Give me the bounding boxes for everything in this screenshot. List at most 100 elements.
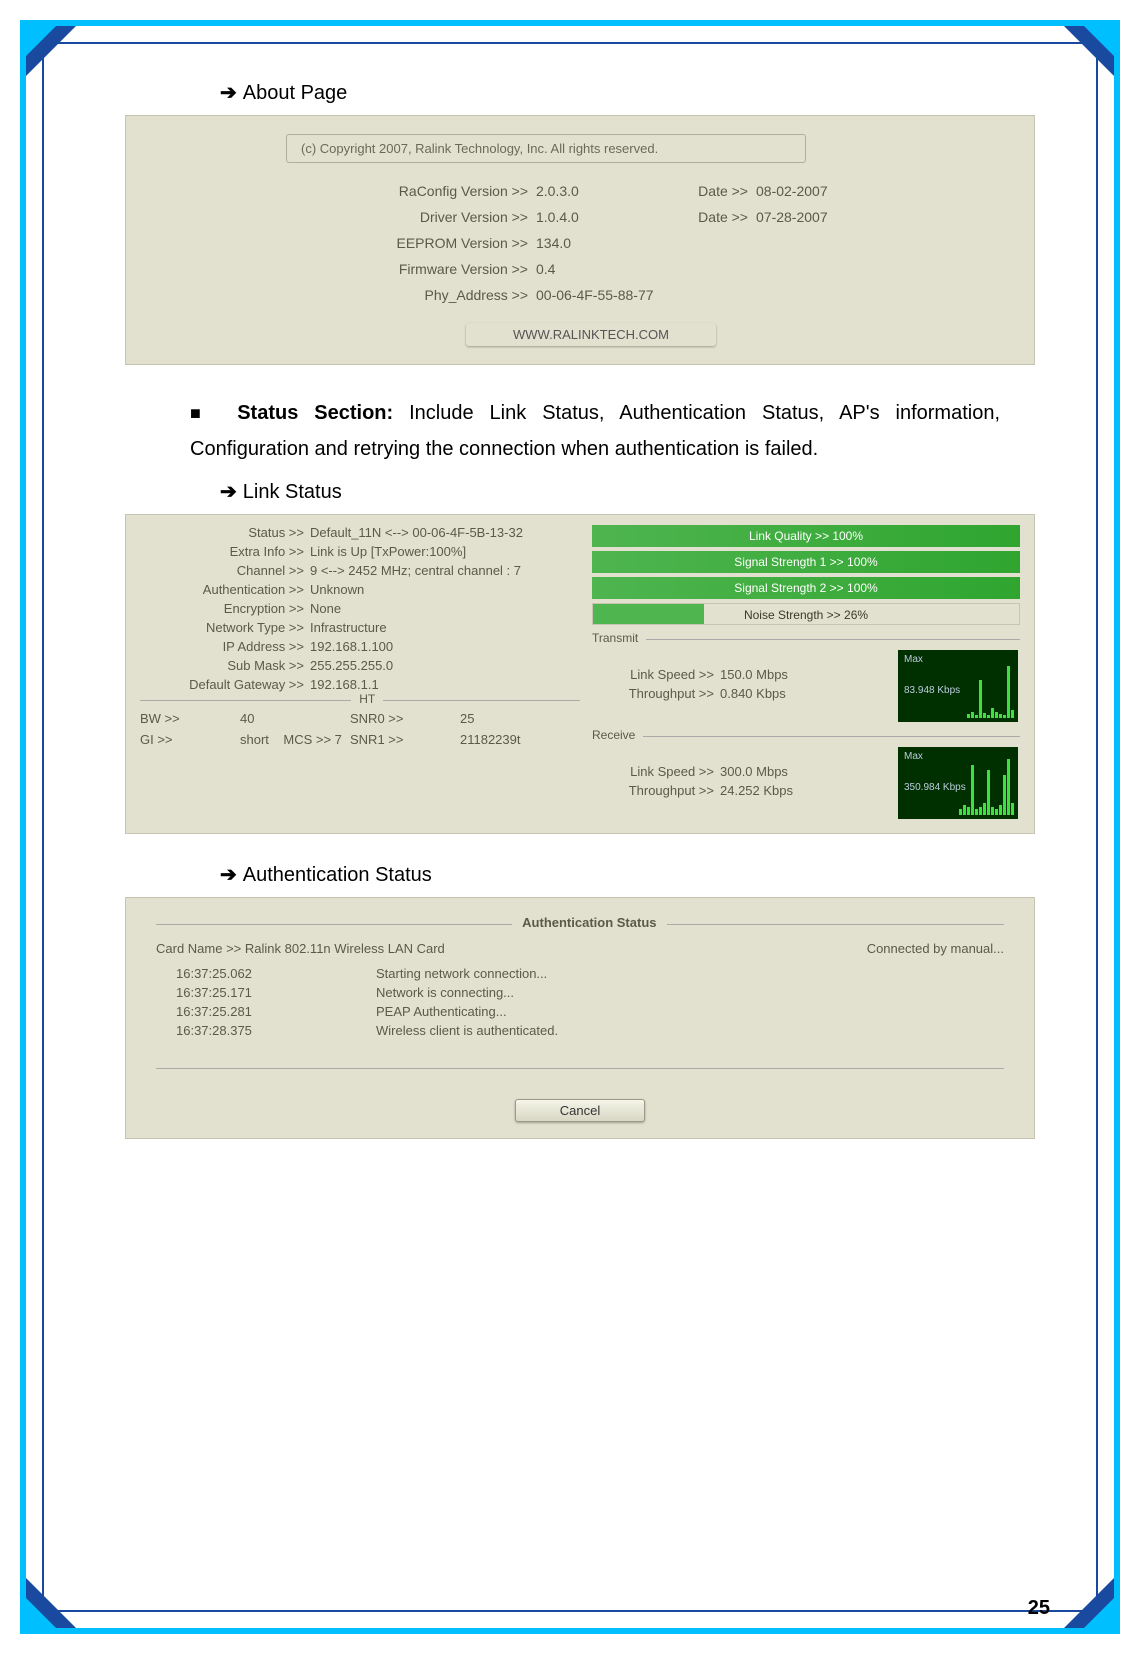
ls-label: Authentication >> [140,582,310,597]
ls-label: Status >> [140,525,310,540]
card-name-label: Card Name >> [156,941,241,956]
rx-throughput-label: Throughput >> [600,783,720,798]
graph-bar [1003,715,1006,718]
signal-strength-2-bar: Signal Strength 2 >> 100% [592,577,1020,599]
auth-log-msg: Starting network connection... [376,966,547,981]
tx-link-speed-label: Link Speed >> [600,667,720,682]
ht-snr1-label: SNR1 >> [350,732,460,747]
ls-label: Extra Info >> [140,544,310,559]
auth-legend: Authentication Status [512,915,666,930]
page-number: 25 [1028,1597,1050,1620]
auth-log-time: 16:37:28.375 [176,1023,376,1038]
ls-value: Infrastructure [310,620,580,635]
ht-snr0-label: SNR0 >> [350,711,460,726]
ht-legend: HT [351,692,383,706]
card-name-value: Ralink 802.11n Wireless LAN Card [245,941,445,956]
about-row: Phy_Address >>00-06-4F-55-88-77 [286,287,1004,303]
link-status-row: Authentication >>Unknown [140,582,580,597]
about-rows: RaConfig Version >>2.0.3.0Date >>08-02-2… [286,183,1004,303]
auth-status-text: Connected by manual... [867,941,1004,956]
about-value: 2.0.3.0 [536,183,696,199]
about-date-label: Date >> [696,209,756,225]
about-panel: (c) Copyright 2007, Ralink Technology, I… [125,115,1035,365]
tx-link-speed-value: 150.0 Mbps [720,667,888,682]
ls-label: Default Gateway >> [140,677,310,692]
about-value: 00-06-4F-55-88-77 [536,287,696,303]
graph-bar [959,809,962,815]
rx-throughput-value: 24.252 Kbps [720,783,888,798]
corner-decor [1084,1598,1114,1628]
ls-value: Default_11N <--> 00-06-4F-5B-13-32 [310,525,580,540]
ht-gi-value: short [240,732,269,747]
receive-legend: Receive [592,728,643,742]
about-value: 0.4 [536,261,696,277]
ls-value: Link is Up [TxPower:100%] [310,544,580,559]
noise-strength-bar: Noise Strength >> 26% [592,603,1020,625]
cancel-button[interactable]: Cancel [515,1099,645,1122]
ht-snr0-value: 25 [460,711,580,726]
link-status-row: Default Gateway >>192.168.1.1 [140,677,580,692]
about-value: 1.0.4.0 [536,209,696,225]
about-value: 134.0 [536,235,696,251]
graph-bar [971,765,974,815]
auth-header-row: Card Name >> Ralink 802.11n Wireless LAN… [156,941,1004,956]
ls-value: 9 <--> 2452 MHz; central channel : 7 [310,563,580,578]
ls-value: 192.168.1.1 [310,677,580,692]
graph-bar [975,809,978,815]
about-row: RaConfig Version >>2.0.3.0Date >>08-02-2… [286,183,1004,199]
auth-log-time: 16:37:25.171 [176,985,376,1000]
auth-log-time: 16:37:25.062 [176,966,376,981]
link-status-row: Extra Info >>Link is Up [TxPower:100%] [140,544,580,559]
about-label: EEPROM Version >> [286,235,536,251]
graph-bar [991,807,994,815]
square-bullet-icon: ■ [190,403,211,423]
about-date-value: 08-02-2007 [756,183,828,199]
link-status-heading-text: Link Status [243,481,342,503]
ls-label: Network Type >> [140,620,310,635]
auth-log-msg: PEAP Authenticating... [376,1004,507,1019]
tx-throughput-label: Throughput >> [600,686,720,701]
arrow-icon: ➔ [220,82,237,104]
transmit-graph: Max 83.948 Kbps [898,650,1018,722]
link-status-panel: Status >>Default_11N <--> 00-06-4F-5B-13… [125,514,1035,834]
tx-throughput-value: 0.840 Kbps [720,686,888,701]
copyright-box: (c) Copyright 2007, Ralink Technology, I… [286,134,806,163]
corner-decor [1084,26,1114,56]
about-heading-text: About Page [243,82,348,104]
ht-mcs-value: 7 [335,732,342,747]
ls-value: Unknown [310,582,580,597]
graph-bar [987,770,990,815]
auth-log-row: 16:37:25.062Starting network connection.… [176,966,1004,981]
rx-link-speed-value: 300.0 Mbps [720,764,888,779]
arrow-icon: ➔ [220,481,237,503]
graph-bar [979,807,982,815]
ls-value: 192.168.1.100 [310,639,580,654]
receive-fieldset: Receive Link Speed >>300.0 Mbps Throughp… [592,736,1020,819]
link-status-right: Link Quality >> 100% Signal Strength 1 >… [592,525,1020,819]
graph-bar [1007,666,1010,718]
about-row: Driver Version >>1.0.4.0Date >>07-28-200… [286,209,1004,225]
transmit-legend: Transmit [592,631,646,645]
auth-log-row: 16:37:25.281PEAP Authenticating... [176,1004,1004,1019]
graph-bar [963,805,966,815]
ls-value: None [310,601,580,616]
ls-label: Channel >> [140,563,310,578]
graph-bar [967,714,970,718]
graph-bar [971,712,974,718]
graph-bar [983,713,986,718]
about-label: Firmware Version >> [286,261,536,277]
ht-bw-label: BW >> [140,711,240,726]
auth-log-row: 16:37:25.171Network is connecting... [176,985,1004,1000]
graph-bar [987,715,990,718]
transmit-fieldset: Transmit Link Speed >>150.0 Mbps Through… [592,639,1020,722]
graph-bar [1011,803,1014,815]
auth-log-time: 16:37:25.281 [176,1004,376,1019]
ht-mcs-label: MCS >> [283,732,331,747]
ht-fieldset: HT BW >> 40 SNR0 >> 25 GI >> short MCS >… [140,700,580,747]
ls-label: Encryption >> [140,601,310,616]
signal-strength-1-bar: Signal Strength 1 >> 100% [592,551,1020,573]
link-quality-bar: Link Quality >> 100% [592,525,1020,547]
graph-bar [995,809,998,815]
link-status-row: Status >>Default_11N <--> 00-06-4F-5B-13… [140,525,580,540]
ralink-link-button[interactable]: WWW.RALINKTECH.COM [466,323,716,346]
